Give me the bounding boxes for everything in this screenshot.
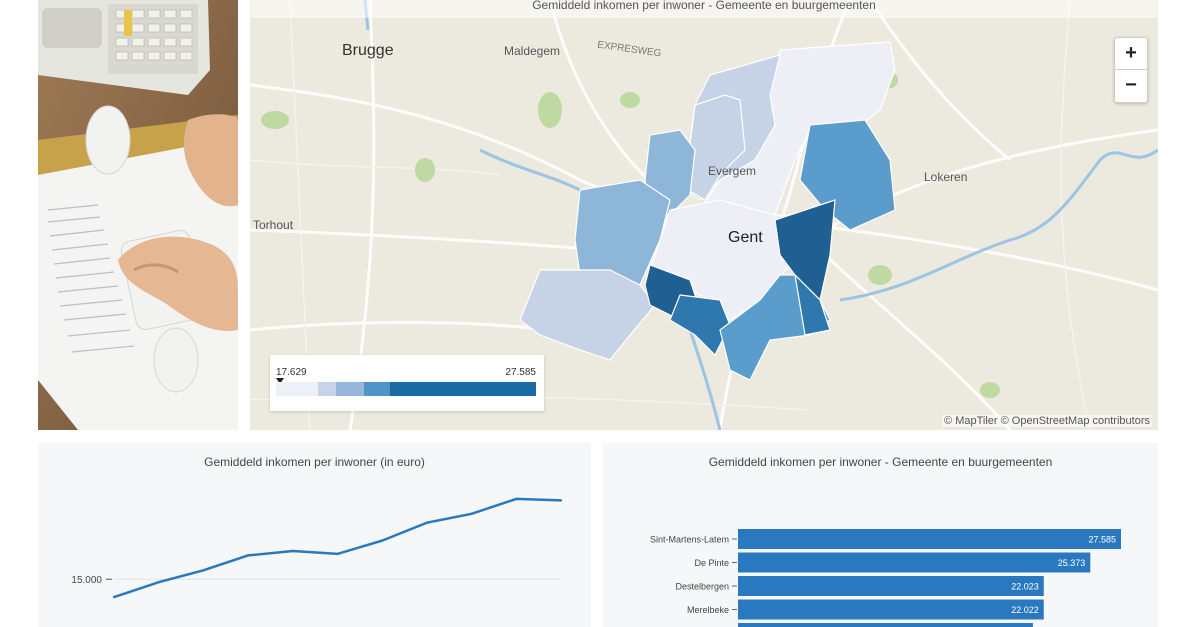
data-point[interactable] [336,552,339,556]
data-point[interactable] [515,497,518,501]
region-southwest [519,269,656,361]
category-label: Destelbergen [675,582,729,592]
legend-swatch [317,382,336,396]
category-label: De Pinte [694,558,729,568]
bar[interactable] [738,576,1044,596]
bar-value-label: 27.585 [1088,535,1116,545]
place-label-lokeren: Lokeren [924,170,968,184]
bar-chart-panel: Gemiddeld inkomen per inwoner - Gemeente… [603,443,1158,627]
category-label: Sint-Martens-Latem [650,535,729,545]
data-point[interactable] [425,521,429,524]
bar-chart: Sint-Martens-Latem 27.585 De Pinte 25.373 De… [650,529,1121,627]
place-label-brugge: Brugge [342,42,394,59]
data-point[interactable] [470,512,473,516]
bar[interactable] [738,623,1033,627]
line-chart: 15.000 [71,497,563,599]
legend-swatch [390,382,536,396]
data-point[interactable] [246,554,250,557]
bar[interactable] [738,552,1091,573]
bar-value-label: 25.373 [1058,558,1086,568]
data-point[interactable] [381,539,384,542]
region-depinte [669,294,731,357]
line-chart-panel: Gemiddeld inkomen per inwoner (in euro) … [38,443,591,627]
bar-chart-title: Gemiddeld inkomen per inwoner - Gemeente… [708,455,1053,469]
series-line[interactable] [113,497,562,599]
place-label-maldegem: Maldegem [504,44,561,58]
place-label-torhout: Torhout [253,218,294,232]
legend-swatch [276,382,318,396]
legend-swatch [335,382,365,396]
map-canvas[interactable] [250,0,1158,430]
region-east [799,119,896,231]
region-southeast [794,273,831,336]
legend-swatch [364,382,391,396]
map-attribution[interactable]: © MapTiler © OpenStreetMap contributors [942,415,1152,427]
data-point[interactable] [202,569,205,572]
map-title: Gemiddeld inkomen per inwoner - Gemeente… [250,0,1158,18]
bar[interactable] [738,529,1121,549]
zoom-out-button[interactable]: − [1125,74,1137,96]
y-tick-label: 15.000 [71,575,102,586]
data-point[interactable] [291,549,294,553]
map-legend: 17.629 27.585 [270,355,544,411]
data-point[interactable] [112,595,116,599]
category-label: Merelbeke [687,605,729,615]
bar-value-label: 22.022 [1011,605,1039,615]
photo-calculator-paperwork [38,0,238,430]
zoom-control: + − [1114,37,1148,103]
place-label-gent: Gent [728,229,763,246]
legend-marker-icon [276,378,284,384]
place-label-evergem: Evergem [708,164,757,178]
data-point[interactable] [559,499,563,502]
zoom-in-button[interactable]: + [1115,38,1147,70]
choropleth-map[interactable]: Gemiddeld inkomen per inwoner - Gemeente… [250,0,1158,430]
bar-value-label: 22.023 [1011,582,1039,592]
legend-color-scale [276,382,536,396]
region-evergem [679,94,746,201]
data-point[interactable] [157,580,160,584]
legend-max: 27.585 [505,367,536,378]
line-chart-title: Gemiddeld inkomen per inwoner (in euro) [204,455,425,469]
bar[interactable] [738,599,1044,620]
legend-min: 17.629 [276,367,307,378]
